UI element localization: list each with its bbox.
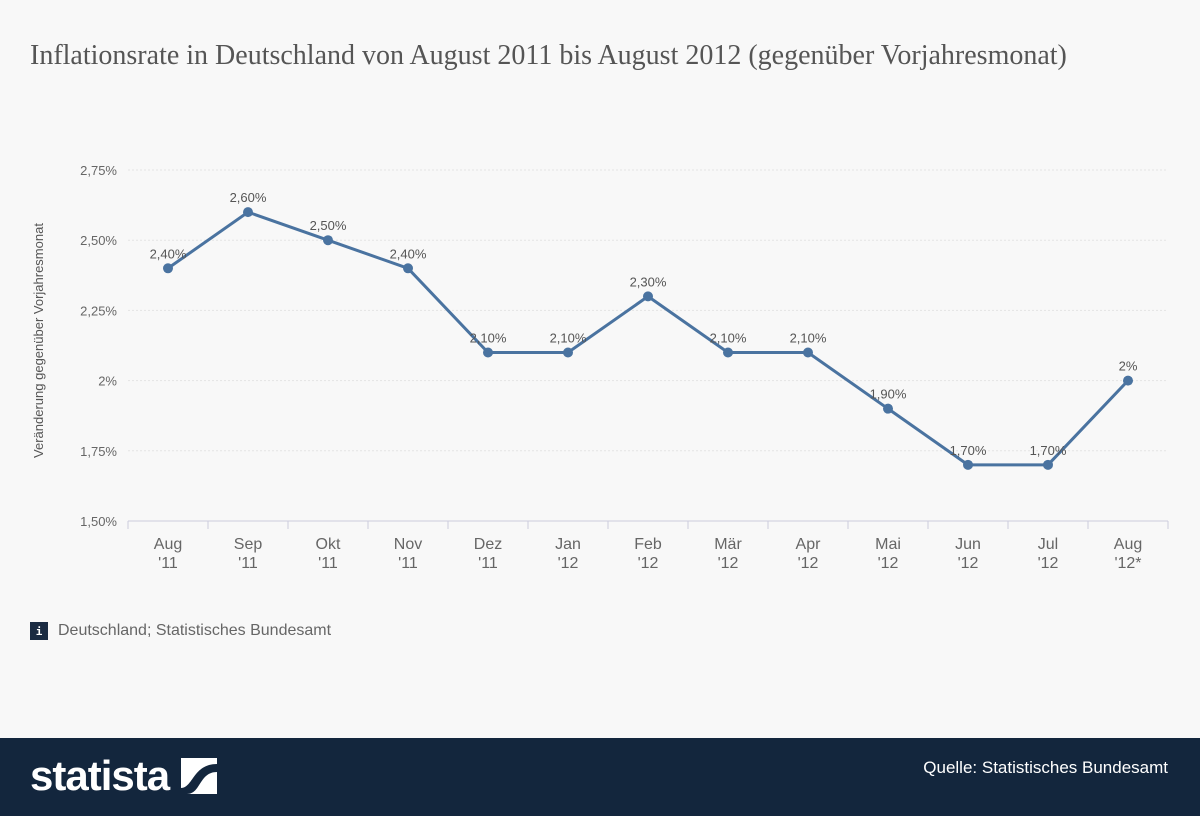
data-label: 1,70% (1030, 443, 1067, 458)
statista-logo-icon (181, 758, 218, 794)
x-tick-label: Aug (154, 536, 182, 553)
x-tick-label: Mai (875, 536, 901, 553)
x-tick-label: Mär (714, 536, 742, 553)
data-label: 2,30% (630, 274, 667, 289)
data-label: 2,10% (710, 331, 747, 346)
x-tick-label: Nov (394, 536, 422, 553)
series-line (167, 210, 1130, 467)
x-tick-label: Aug (1114, 536, 1142, 553)
x-tick-label: '11 (238, 555, 258, 572)
x-tick-label: '12 (558, 555, 579, 572)
x-tick-label: '12* (1114, 555, 1141, 572)
y-tick-label: 2,25% (80, 303, 117, 318)
x-tick-label: '12 (1038, 555, 1059, 572)
data-label: 1,70% (950, 443, 987, 458)
x-tick-label: Okt (316, 536, 341, 553)
y-axis-label: Veränderung gegenüber Vorjahresmonat (31, 223, 46, 458)
x-tick-label: Feb (634, 536, 662, 553)
statista-logo[interactable]: statista (30, 752, 218, 800)
data-point (323, 235, 333, 246)
footer: statista Quelle: Statistisches Bundesamt (0, 738, 1200, 816)
x-tick-label: Dez (474, 536, 502, 553)
data-label: 2,10% (550, 331, 587, 346)
footer-source: Quelle: Statistisches Bundesamt (923, 758, 1168, 777)
data-label: 2,10% (790, 331, 827, 346)
data-point (723, 347, 733, 358)
data-label: 2% (1119, 359, 1138, 374)
data-point (963, 459, 973, 470)
data-point (243, 207, 253, 218)
x-tick-label: '12 (638, 555, 659, 572)
x-tick-label: '12 (878, 555, 899, 572)
x-tick-label: '12 (718, 555, 739, 572)
y-tick-label: 2,50% (80, 233, 117, 248)
data-point (643, 291, 653, 302)
data-label: 2,40% (150, 246, 187, 261)
x-tick-label: '11 (318, 555, 338, 572)
data-label: 2,40% (390, 246, 427, 261)
data-point (403, 263, 413, 274)
x-tick-label: Apr (796, 536, 822, 553)
x-tick-label: Sep (234, 536, 263, 553)
x-tick-label: Jun (955, 536, 981, 553)
x-tick-label: Jul (1038, 536, 1058, 553)
y-tick-label: 1,75% (80, 444, 117, 459)
x-tick-label: '11 (158, 555, 178, 572)
data-label: 1,90% (870, 387, 907, 402)
data-point (883, 403, 893, 414)
chart-title: Inflationsrate in Deutschland von August… (30, 40, 1067, 71)
y-tick-label: 1,50% (80, 514, 117, 529)
data-point (483, 347, 493, 358)
y-tick-label: 2,75% (80, 163, 117, 178)
data-point (1043, 459, 1053, 470)
data-label: 2,50% (310, 218, 347, 233)
data-point (1123, 375, 1133, 386)
data-point (563, 347, 573, 358)
data-point (163, 263, 173, 274)
data-label: 2,10% (470, 331, 507, 346)
x-tick-label: '12 (798, 555, 819, 572)
x-tick-label: '11 (398, 555, 418, 572)
x-tick-label: '11 (478, 555, 498, 572)
logo-text: statista (30, 752, 170, 799)
y-tick-label: 2% (98, 374, 117, 389)
source-info: i Deutschland; Statistisches Bundesamt (30, 622, 331, 640)
info-icon[interactable]: i (30, 622, 48, 640)
x-tick-label: '12 (958, 555, 979, 572)
data-point (803, 347, 813, 358)
line-chart: 1,50% 1,75% 2% 2,25% 2,50% 2,75% Aug '11 Sep '11 O… (31, 163, 1169, 572)
source-info-text: Deutschland; Statistisches Bundesamt (58, 622, 332, 639)
data-label: 2,60% (230, 190, 267, 205)
x-tick-label: Jan (555, 536, 581, 553)
